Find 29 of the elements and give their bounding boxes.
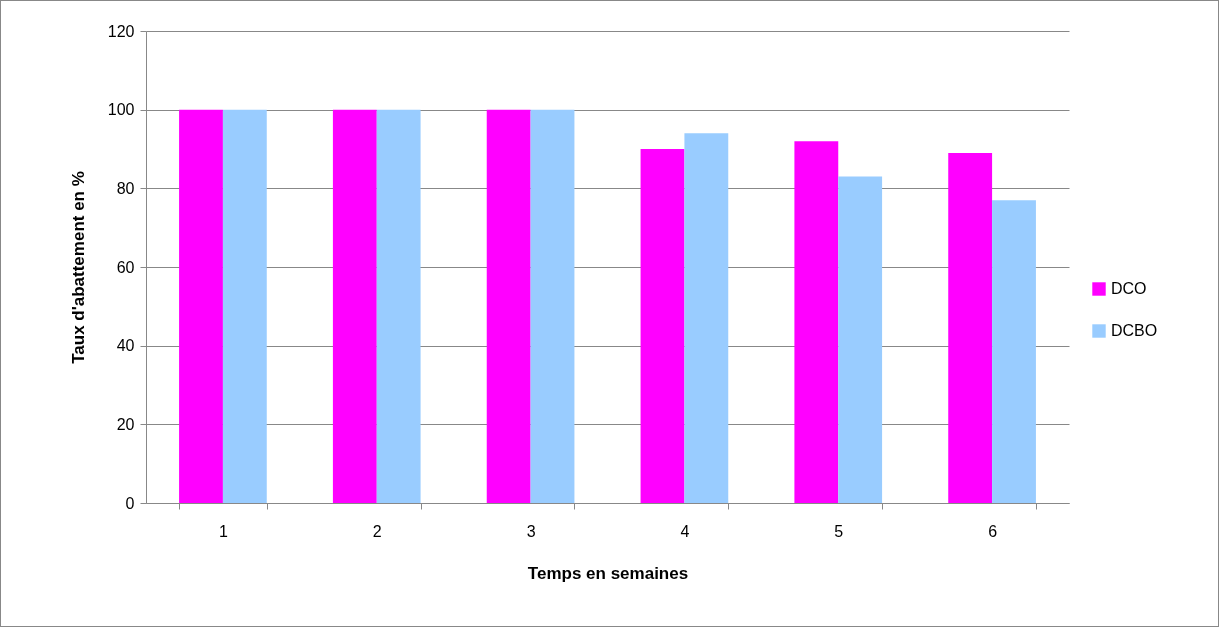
x-tick-label: 5 <box>834 522 844 540</box>
bar <box>486 109 531 503</box>
bar <box>179 109 223 503</box>
y-tick-label: 120 <box>107 22 135 40</box>
bar <box>222 109 267 503</box>
y-tick-label: 80 <box>116 179 135 197</box>
x-tick-label: 4 <box>680 522 690 540</box>
bar <box>332 109 377 503</box>
bar <box>794 141 839 503</box>
bar <box>948 152 993 503</box>
legend-label: DCBO <box>1111 322 1158 339</box>
y-tick-label: 0 <box>125 494 135 512</box>
bar <box>684 133 729 503</box>
y-tick-label: 20 <box>116 415 135 433</box>
x-tick-label: 2 <box>372 522 382 540</box>
x-tick-label: 6 <box>988 522 998 540</box>
legend-label: DCO <box>1111 280 1147 297</box>
y-tick-label: 40 <box>116 337 135 355</box>
y-tick-label: 60 <box>116 258 135 276</box>
y-tick-label: 100 <box>107 101 135 119</box>
bar <box>530 109 575 503</box>
x-tick-label: 3 <box>526 522 536 540</box>
y-axis-title: Taux d'abattement en % <box>68 171 88 364</box>
x-axis-title: Temps en semaines <box>527 563 689 583</box>
bar <box>838 176 883 503</box>
bar <box>640 149 685 503</box>
bar <box>376 109 421 503</box>
x-tick-label: 1 <box>218 522 228 540</box>
bar <box>992 200 1036 503</box>
